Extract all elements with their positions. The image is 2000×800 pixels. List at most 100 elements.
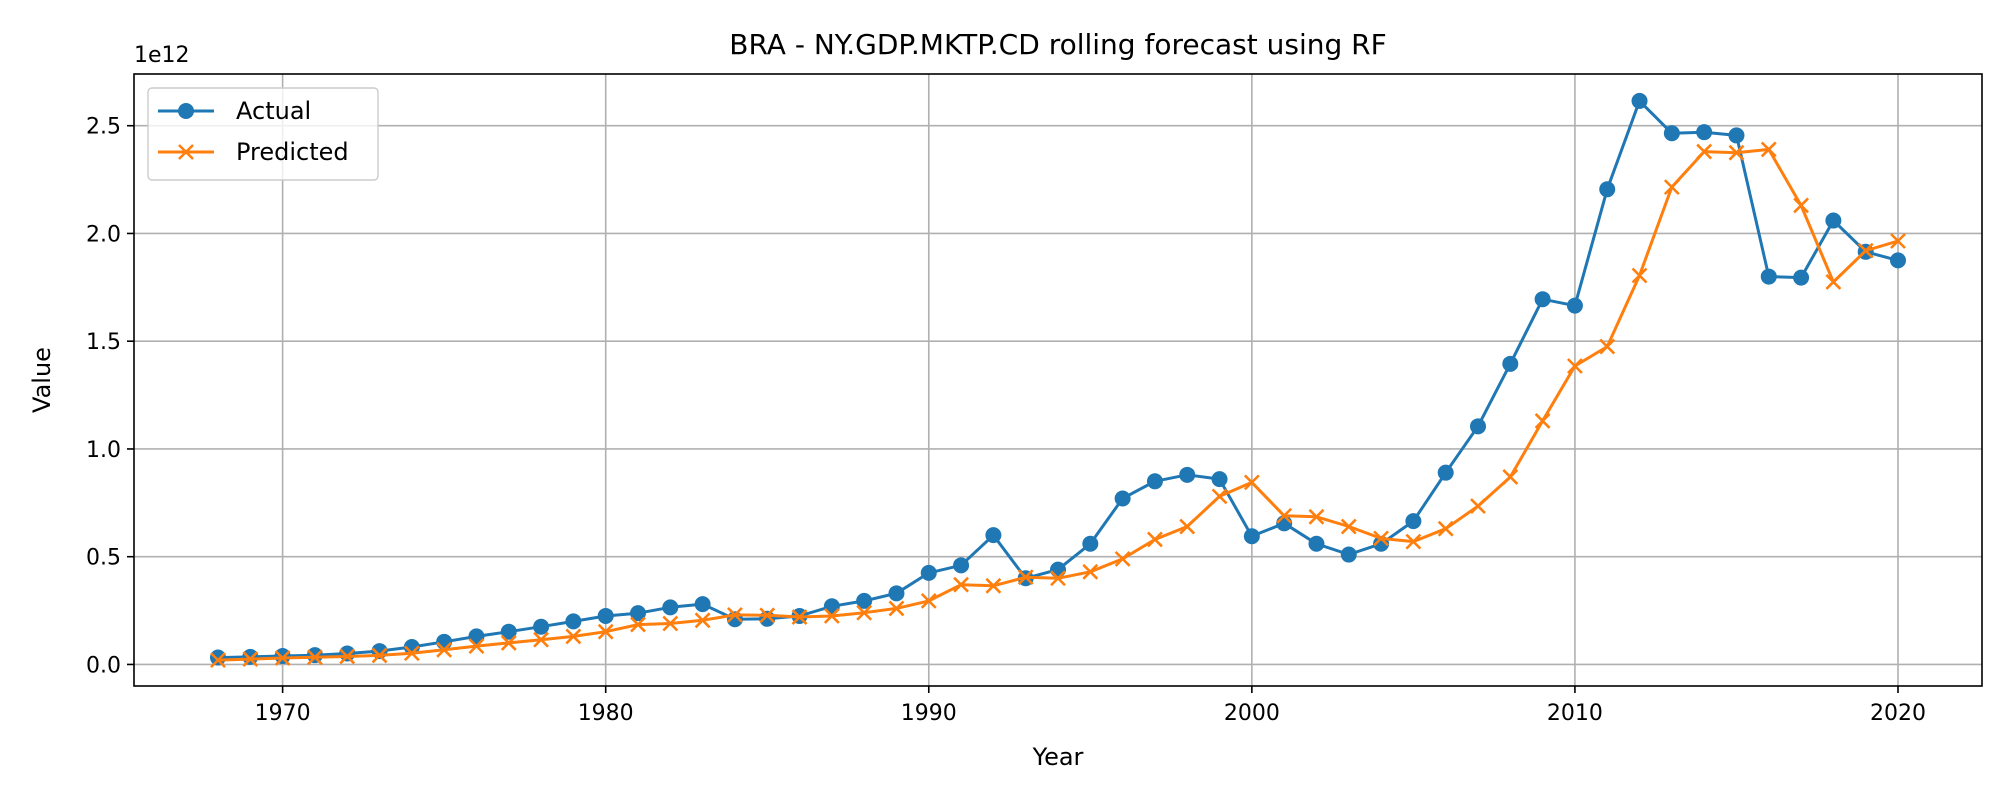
data-point-predicted	[1599, 338, 1616, 355]
data-point-predicted	[662, 615, 679, 632]
data-point-actual	[1405, 513, 1422, 530]
data-point-actual	[1890, 252, 1906, 269]
data-point-predicted	[242, 651, 259, 667]
data-point-predicted	[1631, 267, 1648, 284]
data-point-predicted	[210, 652, 226, 669]
data-point-actual	[1340, 546, 1357, 563]
data-point-actual	[339, 645, 356, 662]
data-point-actual	[1437, 464, 1454, 481]
data-point-actual	[1470, 418, 1486, 435]
chart-title: BRA - NY.GDP.MKTP.CD rolling forecast us…	[729, 28, 1386, 61]
data-point-actual	[1276, 515, 1293, 532]
legend-entry-predicted: Predicted	[158, 138, 349, 166]
x-axis-label: Year	[1032, 743, 1084, 771]
series-layer	[210, 92, 1906, 669]
legend-marker-predicted	[178, 144, 194, 160]
data-point-predicted	[1502, 469, 1519, 485]
data-point-predicted	[953, 576, 969, 593]
data-point-actual	[1793, 269, 1810, 286]
data-point-predicted	[1470, 498, 1486, 514]
data-point-actual	[694, 596, 711, 613]
data-point-predicted	[339, 648, 356, 665]
y-axis-label: Value	[28, 347, 56, 413]
data-point-predicted	[533, 631, 549, 648]
data-point-actual	[1243, 528, 1260, 545]
x-axis: 1970 1980 1990 2000 2010 2020	[255, 686, 1926, 726]
x-tick-label: 2020	[1870, 701, 1926, 726]
y-tick-label: 1.5	[86, 330, 121, 355]
y-tick-label: 2.0	[86, 222, 121, 247]
y-tick-label: 0.5	[86, 546, 121, 571]
data-point-actual	[500, 623, 517, 640]
data-point-actual	[1082, 535, 1099, 552]
data-point-actual	[1663, 125, 1680, 142]
data-point-predicted	[856, 604, 873, 621]
data-point-actual	[662, 599, 679, 616]
data-point-actual	[597, 607, 614, 624]
data-point-predicted	[1437, 520, 1454, 537]
data-point-actual	[306, 647, 323, 664]
legend-label-predicted: Predicted	[236, 138, 349, 166]
data-point-predicted	[1760, 141, 1777, 158]
y-tick-label: 1.0	[86, 438, 121, 463]
data-point-predicted	[403, 645, 420, 662]
legend: Actual Predicted	[147, 87, 379, 181]
data-point-actual	[533, 618, 550, 635]
x-tick-label: 2010	[1547, 701, 1603, 726]
x-tick-label: 2000	[1224, 701, 1280, 726]
data-point-predicted	[1728, 144, 1745, 161]
data-point-actual	[985, 527, 1002, 544]
data-point-actual	[1825, 212, 1842, 229]
data-point-predicted	[1340, 518, 1357, 535]
data-point-predicted	[888, 600, 905, 617]
series-predicted	[210, 141, 1906, 669]
data-point-predicted	[1114, 550, 1131, 567]
data-point-actual	[953, 557, 970, 574]
data-point-actual	[210, 649, 226, 666]
data-point-actual	[242, 648, 259, 665]
data-point-actual	[630, 605, 646, 622]
data-point-predicted	[1050, 570, 1066, 587]
data-point-predicted	[1663, 179, 1680, 196]
x-tick-label: 1980	[578, 701, 634, 726]
y-axis: 0.0 0.5 1.0 1.5 2.0 2.5	[86, 115, 134, 678]
y-tick-label: 0.0	[86, 653, 121, 678]
data-point-predicted	[1890, 233, 1906, 249]
data-point-predicted	[500, 634, 517, 651]
data-point-predicted	[1857, 242, 1874, 259]
grid	[134, 74, 1982, 686]
data-point-actual	[856, 592, 873, 609]
data-point-actual	[1631, 92, 1648, 109]
data-point-predicted	[597, 623, 614, 640]
data-point-predicted	[1017, 569, 1034, 586]
data-point-actual	[759, 610, 776, 627]
data-point-actual	[1599, 181, 1616, 198]
data-point-actual	[1146, 473, 1163, 490]
data-point-predicted	[1179, 518, 1196, 535]
data-point-predicted	[694, 612, 711, 629]
data-point-actual	[1114, 490, 1131, 507]
data-point-predicted	[1308, 508, 1325, 525]
data-point-actual	[1760, 268, 1777, 285]
data-point-predicted	[274, 650, 291, 666]
data-point-predicted	[823, 608, 840, 624]
data-point-predicted	[630, 616, 646, 633]
data-point-predicted	[1147, 531, 1163, 548]
x-tick-label: 1970	[255, 701, 311, 726]
data-point-predicted	[436, 641, 453, 658]
y-offset-label: 1e12	[134, 43, 190, 68]
data-point-actual	[1696, 124, 1713, 141]
data-point-actual	[1728, 127, 1745, 144]
data-point-predicted	[1405, 533, 1422, 550]
data-point-predicted	[1696, 143, 1713, 160]
data-point-predicted	[468, 638, 485, 655]
data-point-actual	[565, 613, 582, 630]
data-point-predicted	[1534, 413, 1551, 429]
y-tick-label: 2.5	[86, 115, 121, 140]
data-point-predicted	[307, 649, 323, 666]
data-point-predicted	[1082, 563, 1099, 580]
series-actual	[210, 92, 1906, 666]
data-point-predicted	[1373, 530, 1389, 547]
data-point-actual	[274, 648, 291, 665]
